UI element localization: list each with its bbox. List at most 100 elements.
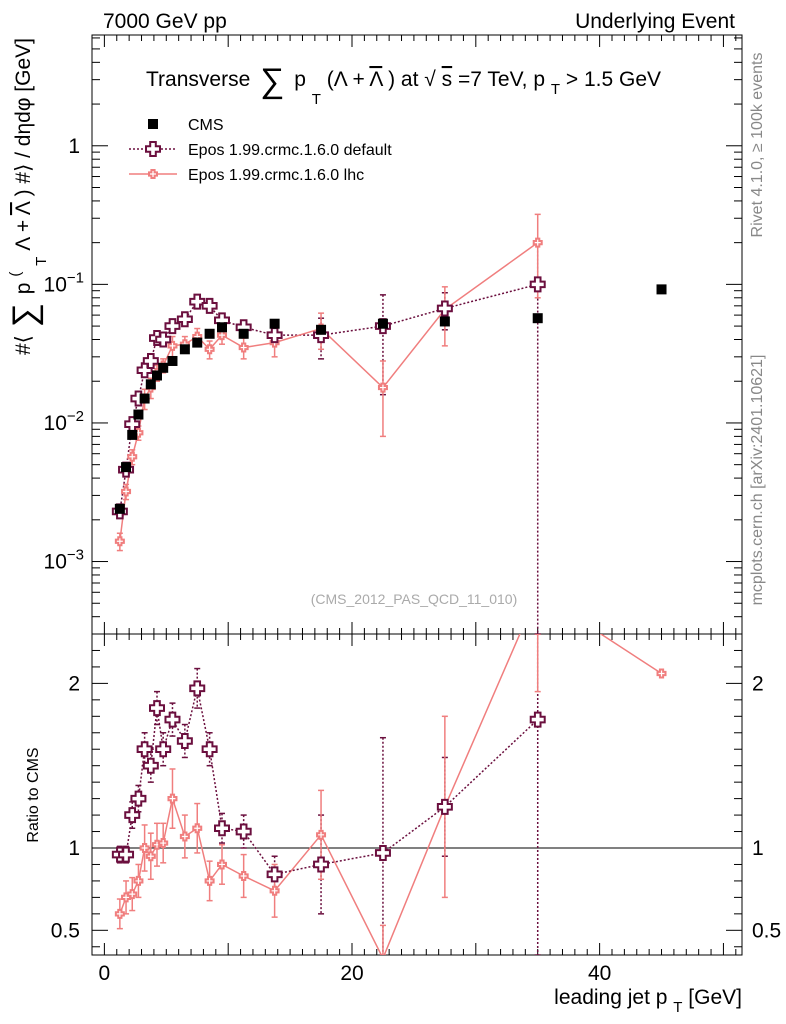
point-cms <box>121 462 132 473</box>
point-cms <box>656 284 667 295</box>
ratio-point-default <box>214 820 230 837</box>
point-default <box>189 293 206 310</box>
ratio-point-lhc <box>114 908 125 919</box>
ratio-point-lhc <box>656 668 667 679</box>
ylabel-sub: T <box>33 257 50 266</box>
main-axes: 10−310−210−11 <box>44 35 742 635</box>
ratio-line-default <box>119 688 539 876</box>
legend-marker-cms <box>148 119 158 129</box>
point-default <box>201 297 218 314</box>
legend: CMS Epos 1.99.crmc.1.6.0 default Epos 1.99… <box>129 117 392 184</box>
y-tick-label: 10−2 <box>44 408 84 435</box>
point-cms <box>377 318 388 329</box>
y-tick-base: 1 <box>68 135 80 158</box>
ratio-point-lhc <box>238 870 249 881</box>
point-cms <box>133 409 144 420</box>
point-default <box>529 276 546 293</box>
ratio-point-default <box>313 856 330 873</box>
ratio-y-tick-label-right: 2 <box>752 672 764 695</box>
xlabel-main: leading jet p <box>554 986 667 1009</box>
ratio-plot-marks <box>111 634 667 955</box>
title-s: s <box>442 68 453 91</box>
point-lhc <box>114 536 125 547</box>
point-default <box>436 300 453 317</box>
point-default <box>266 327 283 344</box>
point-cms <box>316 324 327 335</box>
ylabel-p: p <box>12 283 35 295</box>
point-cms <box>158 362 169 373</box>
y-tick-exp: −3 <box>67 547 84 564</box>
title-cut: > 1.5 GeV <box>566 68 661 91</box>
ratio-y-tick-label: 2 <box>68 672 80 695</box>
legend-label: CMS <box>188 117 224 134</box>
ratio-y-tick-label-right: 0.5 <box>752 919 781 942</box>
ratio-point-lhc <box>127 889 138 900</box>
point-lhc <box>238 342 249 353</box>
point-lhc <box>532 237 543 248</box>
ratio-point-lhc <box>133 875 144 886</box>
ratio-point-default <box>149 700 165 717</box>
side-label-rivet: Rivet 4.1.0, ≥ 100k events <box>749 53 766 238</box>
ratio-point-default <box>266 866 283 883</box>
main-plot-marks <box>111 213 667 635</box>
point-cms <box>217 322 227 333</box>
title-sum: ∑ <box>260 62 284 100</box>
ratio-point-lhc <box>269 885 280 896</box>
ratio-y-tick-label: 1 <box>68 837 80 860</box>
point-lhc <box>204 344 215 355</box>
xlabel-unit: [GeV] <box>688 986 742 1009</box>
ylabel-a: #⟨ <box>12 335 35 355</box>
ratio-point-lhc <box>145 851 156 862</box>
title-root: √ <box>424 68 436 91</box>
x-axis-label: leading jet p T [GeV] <box>554 986 742 1017</box>
ratio-point-default <box>436 798 453 815</box>
header-right: Underlying Event <box>575 10 735 33</box>
point-default <box>155 331 172 348</box>
y-tick-exp: −2 <box>67 408 84 425</box>
analysis-tag: (CMS_2012_PAS_QCD_11_010) <box>311 591 518 607</box>
ratio-y-axis-label: Ratio to CMS <box>25 747 42 842</box>
point-cms <box>167 355 178 366</box>
y-tick-base: 10 <box>44 551 67 574</box>
y-tick-exp: −1 <box>67 269 84 286</box>
point-lhc <box>217 330 227 341</box>
ylabel-sum: ∑ <box>6 303 44 327</box>
ratio-point-lhc <box>179 831 190 842</box>
ratio-axes: 0 20 40 0.5 0.5 1 1 2 2 <box>51 634 781 985</box>
point-cms <box>238 328 249 339</box>
y-tick-label: 10−1 <box>44 269 84 296</box>
title-close-at: ) at <box>388 68 424 91</box>
point-default <box>142 352 159 369</box>
point-cms <box>439 316 450 327</box>
point-default <box>176 311 193 328</box>
legend-label: Epos 1.99.crmc.1.6.0 default <box>188 142 392 159</box>
x-tick-label: 40 <box>588 962 611 985</box>
ratio-point-lhc <box>167 793 178 804</box>
y-tick-base: 10 <box>44 273 67 296</box>
title-paren: (Λ + <box>327 68 370 91</box>
ratio-y-tick-label: 0.5 <box>51 919 80 942</box>
title-p-sub: T <box>312 91 321 108</box>
ratio-point-default <box>130 790 147 807</box>
ratio-point-default <box>189 680 206 697</box>
point-cms <box>127 429 138 440</box>
point-cms <box>152 370 162 381</box>
title-energy: =7 TeV, p <box>458 68 545 91</box>
legend-marker-lhc <box>148 169 158 179</box>
title-energy-sub: T <box>551 81 560 98</box>
ylabel-b: Λ + <box>12 215 35 251</box>
point-lhc <box>377 382 388 393</box>
ratio-point-lhc <box>192 823 203 834</box>
ratio-point-default <box>118 846 135 863</box>
ratio-point-default <box>142 757 159 774</box>
ratio-point-lhc <box>139 843 150 853</box>
point-cms <box>532 313 543 324</box>
plot-title: Transverse ∑ p T (Λ + Λ ) at √ s =7 TeV,… <box>146 62 661 109</box>
ratio-point-default <box>235 823 252 840</box>
ratio-plot-frame <box>91 633 743 956</box>
xlabel-sub: T <box>673 999 682 1016</box>
point-cms <box>139 393 150 404</box>
y-axis-label: #⟨ ∑ p ( T Λ + Λ ) #⟩ / dηdφ [GeV] <box>2 38 51 355</box>
y-tick-base: 10 <box>44 412 67 435</box>
